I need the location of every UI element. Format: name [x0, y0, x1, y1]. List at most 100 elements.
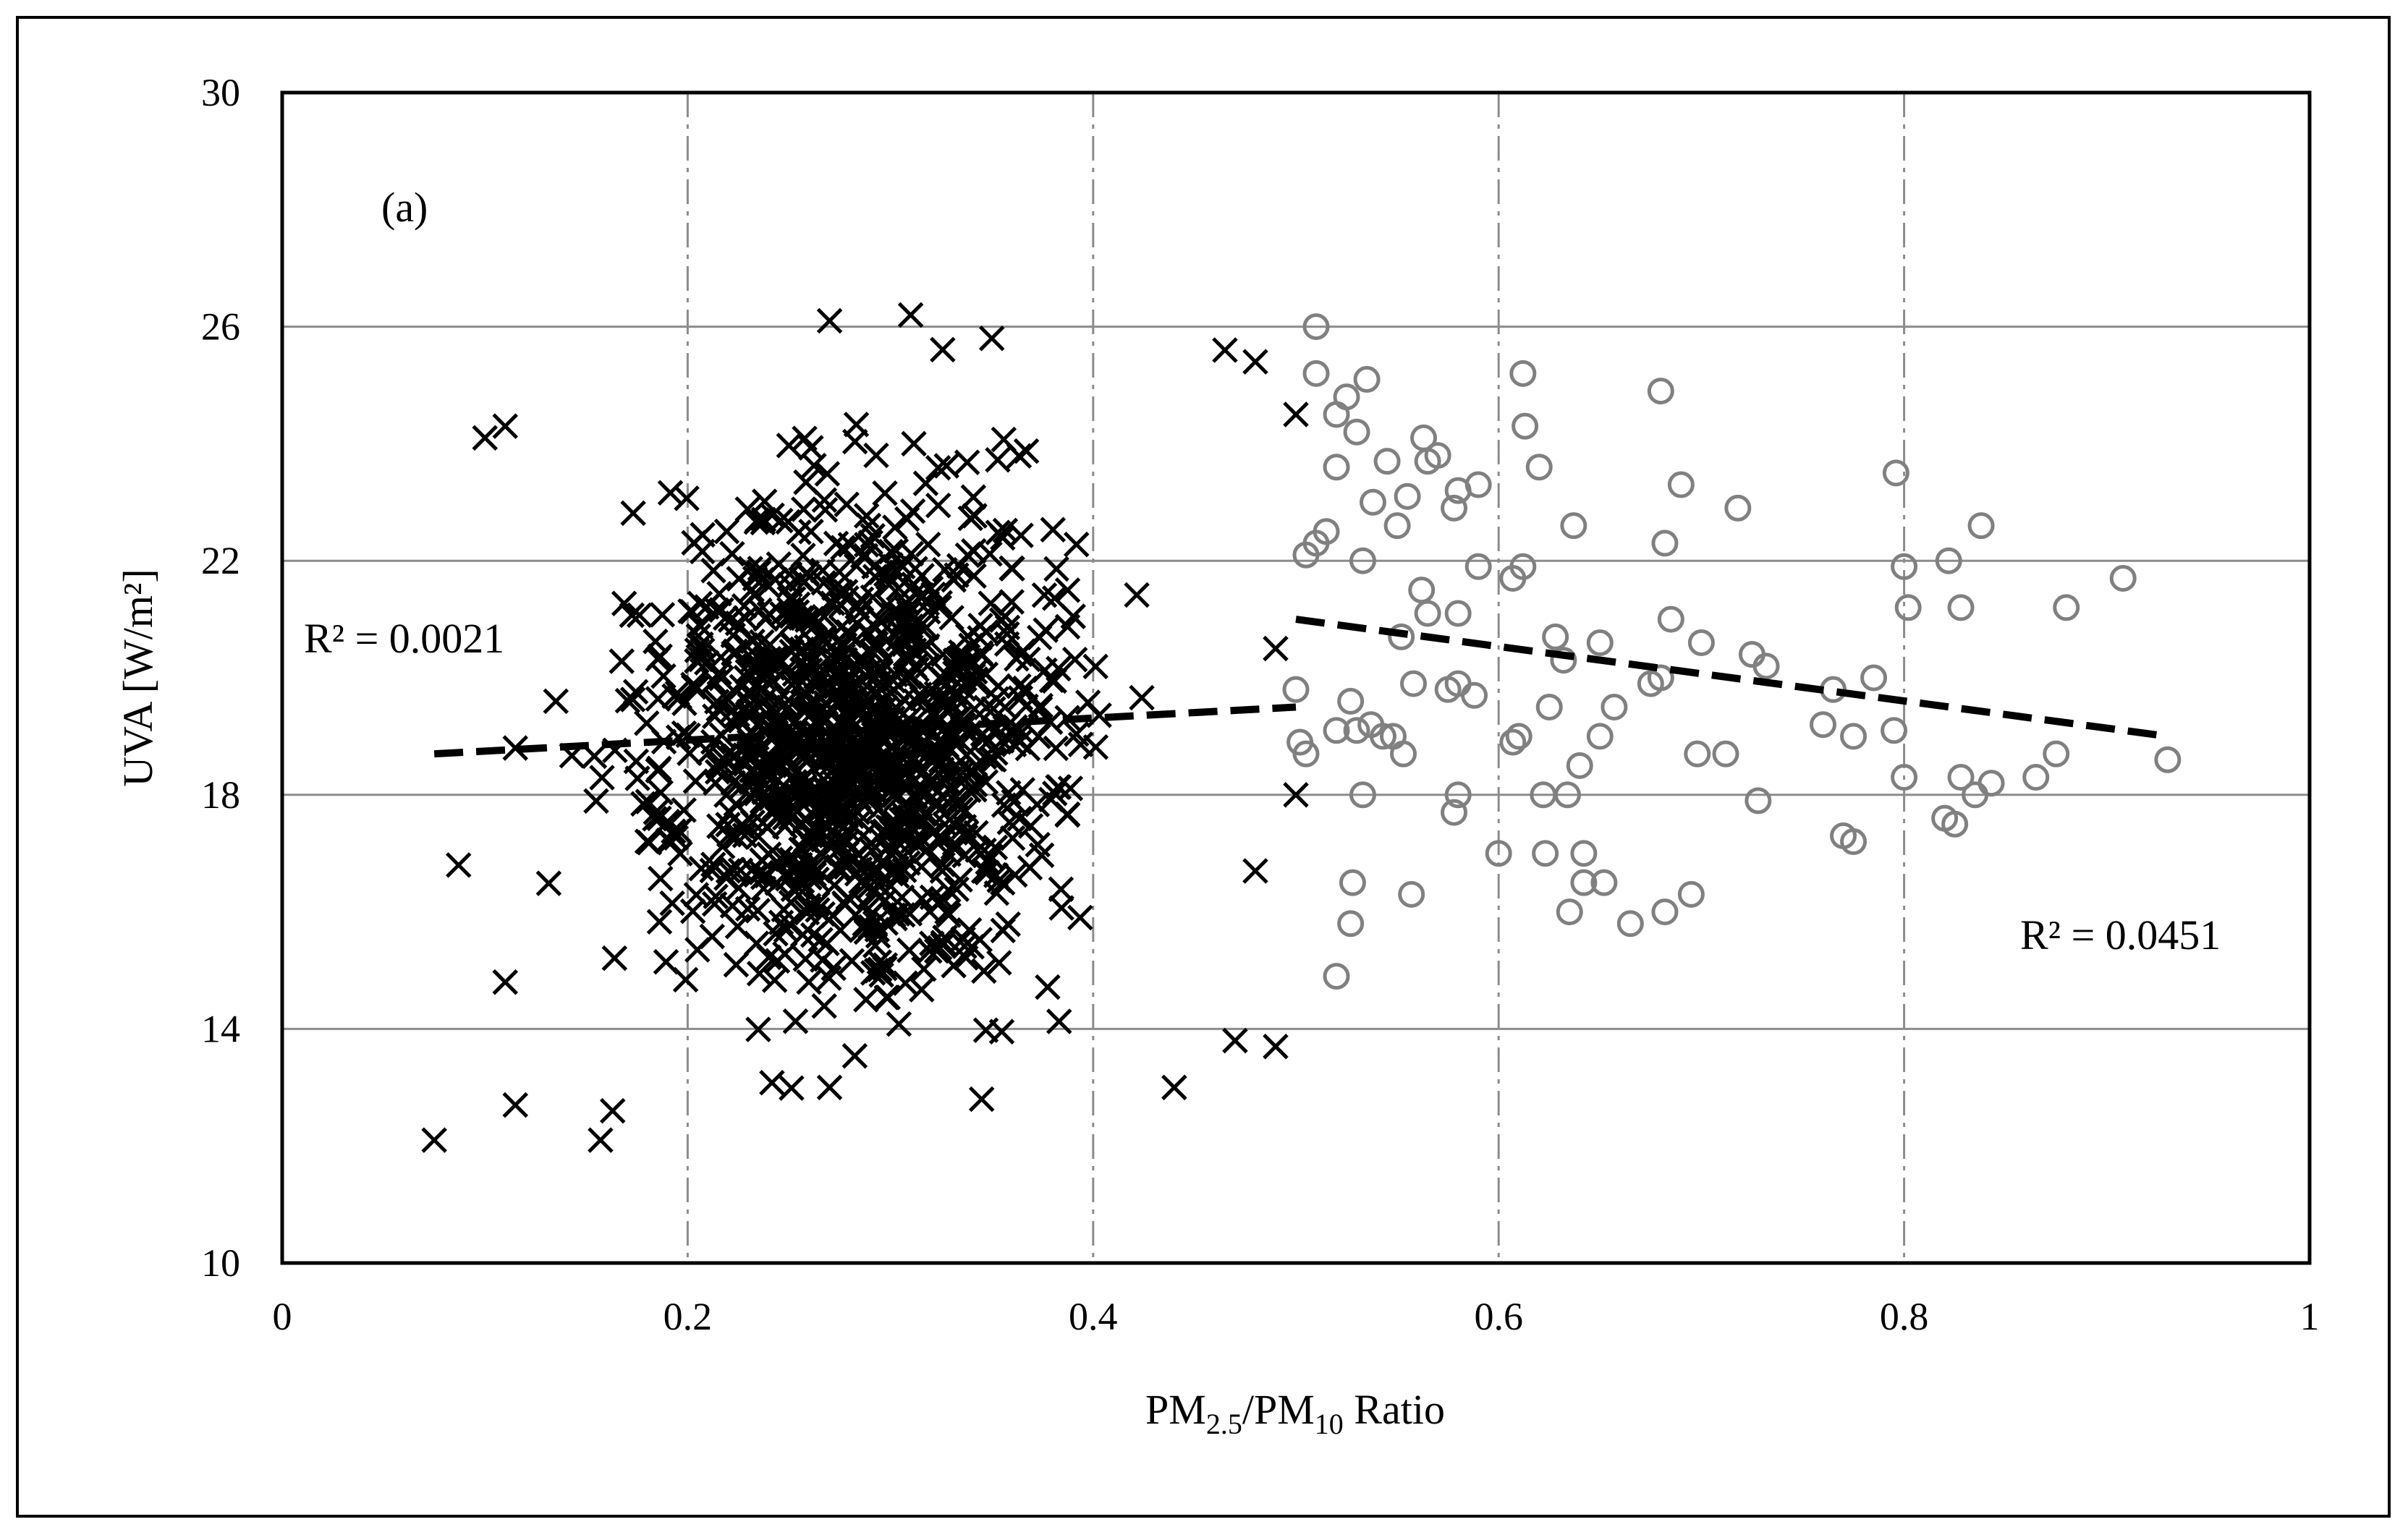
data-point-circle	[1542, 623, 1569, 650]
data-point-cross	[853, 503, 880, 529]
data-point-cross	[850, 822, 876, 849]
data-point-cross	[708, 666, 734, 692]
x-tick-label: 0.8	[1880, 1295, 1929, 1338]
data-point-cross	[821, 955, 847, 982]
data-point-cross	[814, 461, 841, 487]
data-point-circle	[1590, 869, 1618, 896]
data-point-cross	[789, 922, 816, 948]
data-point-cross	[599, 1097, 626, 1124]
data-point-circle	[1313, 518, 1340, 545]
data-point-cross	[1035, 974, 1061, 1000]
data-point-cross	[740, 647, 766, 673]
data-point-circle	[1302, 360, 1330, 387]
data-point-cross	[704, 689, 730, 715]
data-point-cross	[1064, 720, 1090, 747]
data-point-circle	[1535, 693, 1563, 720]
data-point-cross	[626, 602, 653, 629]
data-point-cross	[972, 1017, 999, 1043]
data-point-circle	[1724, 494, 1752, 522]
data-point-cross	[671, 797, 697, 823]
data-point-circle	[1586, 629, 1614, 656]
data-point-cross	[913, 614, 940, 641]
data-point-cross	[962, 658, 988, 685]
data-point-cross	[896, 647, 923, 673]
data-point-cross	[793, 634, 820, 660]
x-tick-label: 0.4	[1069, 1295, 1118, 1338]
data-point-circle	[1485, 840, 1512, 867]
y-tick-label: 10	[201, 1241, 240, 1285]
data-point-cross	[705, 696, 732, 723]
data-point-cross	[746, 961, 773, 987]
data-point-cross	[971, 958, 997, 985]
data-point-cross	[916, 763, 942, 789]
data-point-cross	[624, 765, 650, 791]
data-point-cross	[1063, 531, 1090, 558]
data-point-cross	[951, 933, 978, 959]
data-point-cross	[908, 977, 935, 1003]
data-point-circle	[1394, 482, 1421, 510]
data-point-cross	[779, 1075, 805, 1101]
data-point-cross	[994, 614, 1021, 641]
data-point-cross	[745, 1016, 771, 1042]
data-point-circle	[1390, 740, 1417, 768]
data-point-circle	[1302, 313, 1330, 341]
data-point-cross	[885, 829, 911, 855]
data-point-cross	[688, 856, 714, 882]
data-point-cross	[857, 902, 884, 929]
plot-area-border	[280, 90, 2312, 1265]
data-point-cross	[633, 710, 660, 736]
data-point-cross	[759, 1070, 785, 1096]
data-point-circle	[1566, 752, 1593, 779]
data-point-cross	[903, 579, 929, 605]
data-point-cross	[784, 759, 810, 785]
data-point-cross	[965, 754, 991, 781]
data-point-circle	[1570, 840, 1598, 867]
data-point-cross	[833, 854, 860, 880]
data-point-circle	[1509, 553, 1537, 580]
data-point-cross	[1040, 516, 1067, 543]
x-tick-label: 0	[273, 1295, 292, 1338]
data-point-cross	[1283, 401, 1309, 428]
data-point-circle	[1556, 898, 1583, 926]
data-point-cross	[802, 612, 828, 638]
data-point-cross	[919, 930, 945, 956]
data-point-circle	[1840, 828, 1868, 856]
data-point-cross	[933, 453, 959, 479]
data-point-cross	[861, 697, 888, 723]
data-point-cross	[995, 911, 1021, 937]
data-point-cross	[883, 779, 909, 805]
data-point-circle	[1550, 647, 1577, 674]
data-point-cross	[745, 898, 771, 924]
data-point-cross	[890, 902, 916, 928]
data-point-cross	[853, 987, 879, 1013]
data-point-cross	[794, 696, 820, 722]
data-point-cross	[863, 442, 889, 469]
data-point-cross	[985, 519, 1012, 545]
data-point-circle	[1687, 629, 1715, 656]
data-point-cross	[902, 556, 928, 582]
data-point-cross	[864, 917, 891, 943]
data-point-cross	[734, 896, 761, 922]
data-point-circle	[1388, 623, 1415, 650]
data-point-cross	[812, 497, 839, 523]
data-point-cross	[942, 647, 969, 673]
data-point-cross	[843, 760, 869, 787]
data-point-cross	[999, 589, 1025, 615]
data-point-circle	[1601, 693, 1628, 720]
data-point-cross	[764, 948, 791, 974]
trendline-1	[1295, 616, 2169, 740]
data-point-circle	[1349, 547, 1376, 574]
x-tick-label: 0.2	[664, 1295, 713, 1338]
data-point-cross	[811, 993, 837, 1019]
data-point-cross	[973, 619, 999, 645]
data-point-cross	[690, 538, 716, 565]
data-point-cross	[492, 413, 518, 439]
data-point-cross	[978, 843, 1004, 870]
data-point-cross	[897, 302, 924, 328]
chart-frame	[16, 16, 2391, 1518]
data-point-circle	[1509, 360, 1537, 387]
data-point-circle	[1684, 740, 1711, 768]
data-point-cross	[583, 788, 609, 815]
grid-lines	[282, 93, 2310, 1263]
data-point-cross	[907, 741, 933, 767]
